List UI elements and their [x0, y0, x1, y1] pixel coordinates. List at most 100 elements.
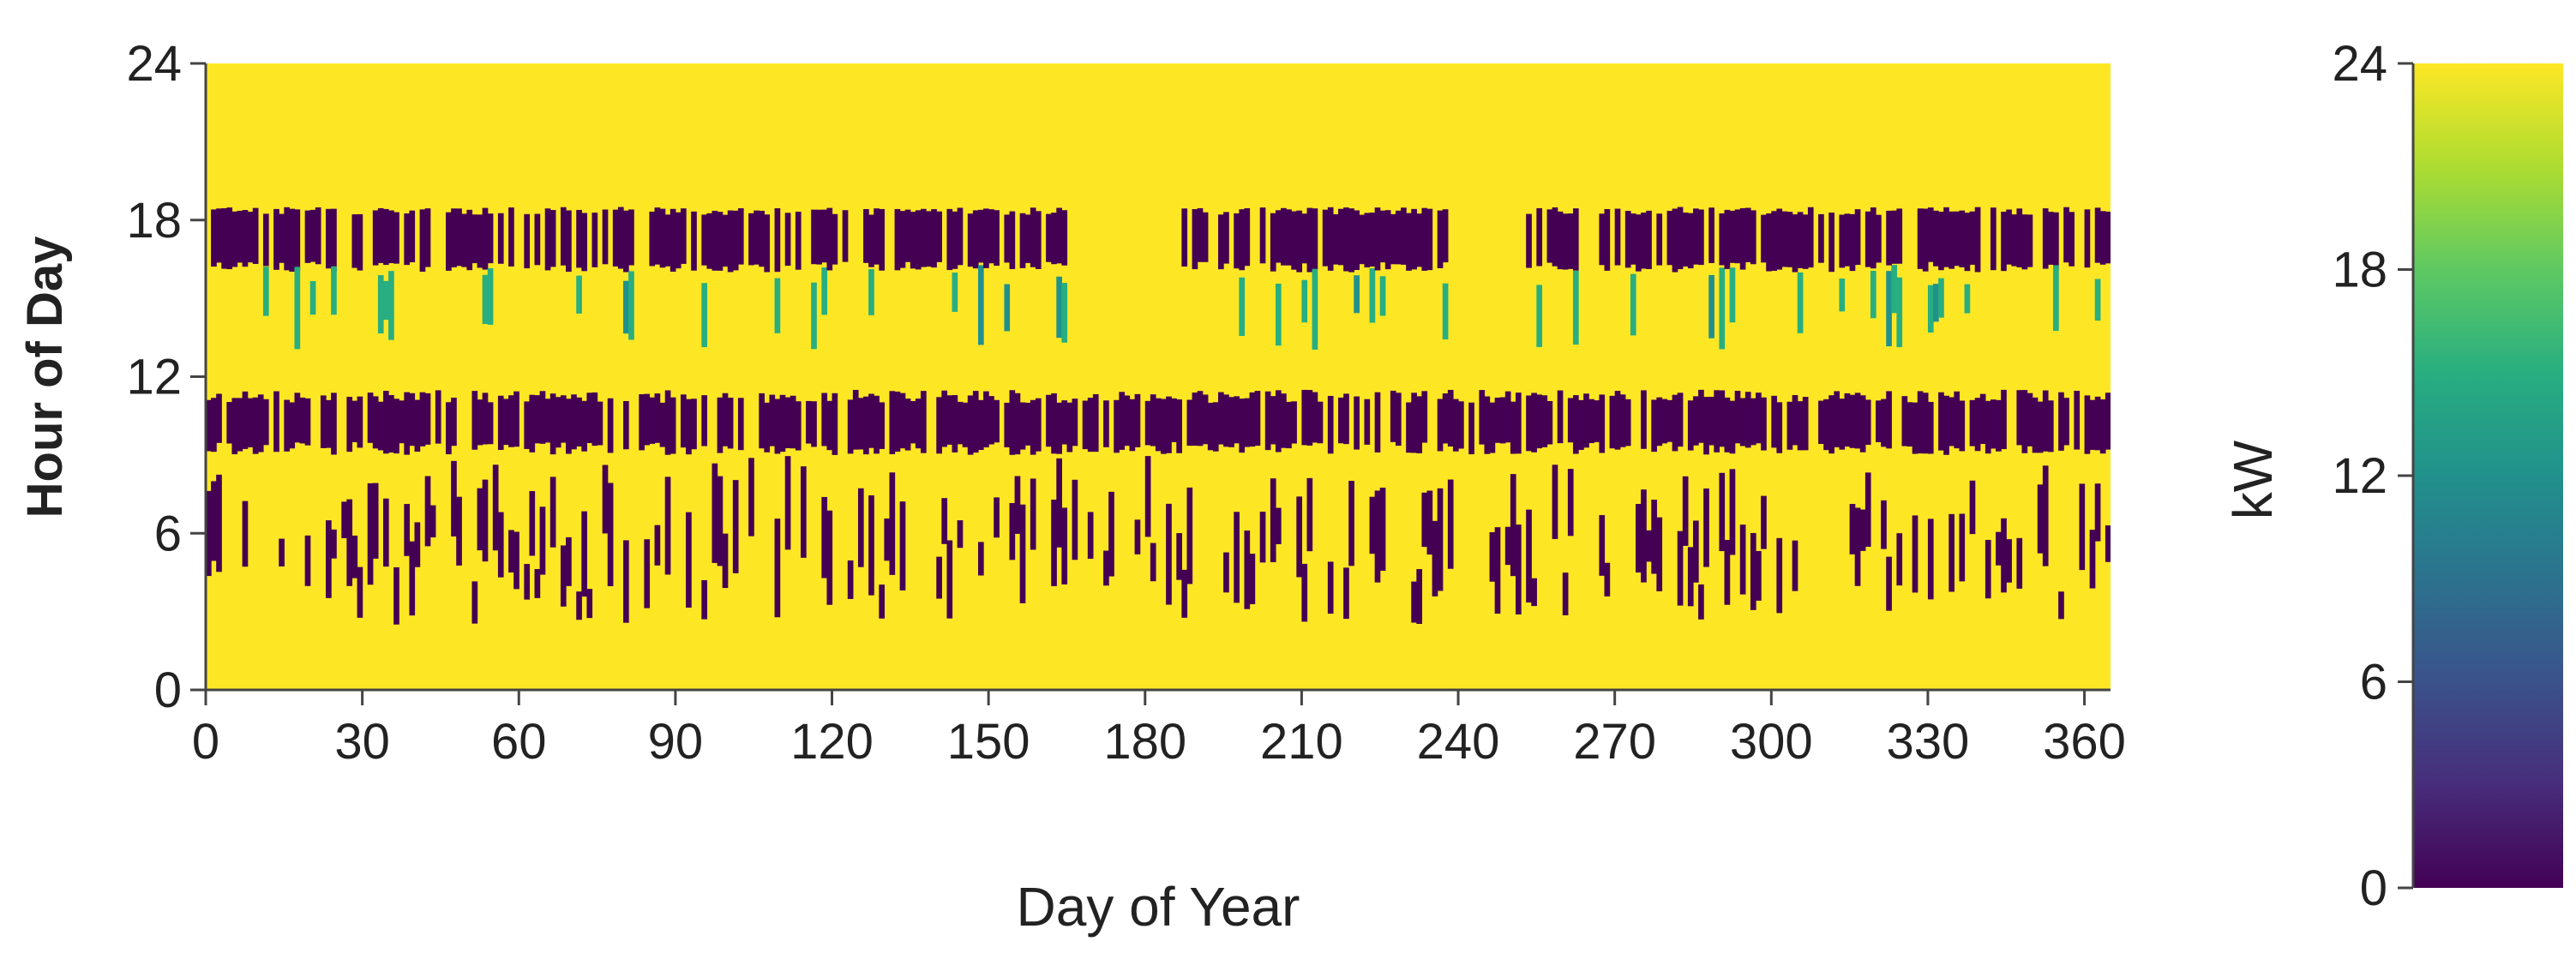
- heatmap-cell: [972, 391, 979, 453]
- heatmap-cell: [1374, 490, 1381, 583]
- heatmap-cell: [1327, 395, 1334, 454]
- heatmap-cell: [1750, 398, 1756, 446]
- heatmap-cell: [257, 394, 264, 453]
- heatmap-cell: [1223, 212, 1229, 264]
- heatmap-cell: [1024, 214, 1031, 263]
- heatmap-cell: [1990, 399, 1997, 449]
- heatmap-cell: [1197, 391, 1204, 447]
- heatmap-cell: [294, 209, 301, 272]
- heatmap-cell: [759, 210, 765, 267]
- heatmap-cell: [1004, 214, 1011, 263]
- heatmap-cell: [889, 472, 896, 575]
- heatmap-cell: [1583, 393, 1589, 448]
- heatmap-cell: [216, 474, 222, 572]
- heatmap-cell: [977, 265, 984, 345]
- heatmap-cell: [1844, 213, 1851, 267]
- heatmap-cell: [591, 213, 598, 267]
- heatmap-cell: [712, 210, 718, 271]
- heatmap-cell: [1296, 496, 1303, 578]
- heatmap-cell: [1526, 509, 1532, 603]
- heatmap-cell: [1927, 401, 1934, 454]
- heatmap-cell: [304, 535, 311, 586]
- heatmap-cell: [1432, 520, 1438, 596]
- heatmap-cell: [1254, 391, 1261, 447]
- heatmap-cell: [1959, 513, 1966, 582]
- heatmap-cell: [2042, 390, 2049, 452]
- heatmap-cell: [414, 522, 421, 567]
- heatmap-cell: [524, 564, 531, 600]
- heatmap-cell: [1291, 211, 1297, 270]
- heatmap-cell: [1698, 209, 1704, 266]
- heatmap-cell: [977, 399, 984, 451]
- heatmap-cell: [936, 211, 942, 262]
- heatmap-cell: [1275, 283, 1282, 346]
- heatmap-cell: [1426, 208, 1433, 271]
- heatmap-cell: [1332, 213, 1339, 265]
- heatmap-cell: [1384, 210, 1391, 270]
- heatmap-cell: [857, 398, 864, 450]
- heatmap-cell: [1202, 394, 1209, 445]
- heatmap-cell: [2094, 279, 2101, 321]
- heatmap-cell: [2021, 390, 2028, 453]
- heatmap-cell: [899, 393, 906, 449]
- heatmap-cell: [211, 481, 217, 561]
- heatmap-cell: [1943, 395, 1949, 455]
- heatmap-cell: [659, 208, 666, 268]
- heatmap-cell: [1338, 397, 1344, 444]
- heatmap-cell: [393, 566, 399, 625]
- heatmap-cell: [602, 465, 609, 534]
- heatmap-cell: [1854, 507, 1861, 586]
- heatmap-cell: [2053, 212, 2059, 269]
- heatmap-cell: [1176, 533, 1182, 580]
- heatmap-cell: [889, 391, 896, 454]
- heatmap-cell: [294, 267, 301, 350]
- heatmap-cell: [879, 584, 885, 619]
- heatmap-cell: [1338, 208, 1344, 266]
- heatmap-cell: [2042, 208, 2049, 269]
- heatmap-cell: [471, 214, 478, 264]
- heatmap-cell: [576, 209, 582, 268]
- heatmap-cell: [1249, 392, 1256, 447]
- heatmap-cell: [1692, 520, 1699, 583]
- heatmap-cell: [524, 401, 531, 449]
- heatmap-cell: [1739, 398, 1746, 447]
- heatmap-cell: [309, 281, 316, 315]
- heatmap-cell: [1708, 207, 1714, 263]
- heatmap-cell: [482, 393, 489, 445]
- heatmap-cell: [1771, 211, 1777, 271]
- heatmap-cell: [1510, 401, 1516, 454]
- heatmap-cell: [790, 395, 796, 449]
- heatmap-cell: [868, 494, 874, 596]
- heatmap-cell: [1969, 399, 1976, 447]
- heatmap-cell: [461, 213, 467, 267]
- heatmap-cell: [1974, 398, 1981, 452]
- heatmap-cell: [1724, 397, 1731, 453]
- heatmap-cell: [639, 393, 645, 451]
- heatmap-cell: [2084, 395, 2091, 454]
- heatmap-cell: [832, 213, 838, 265]
- heatmap-cell: [874, 395, 880, 454]
- heatmap-cell: [977, 542, 984, 576]
- heatmap-cell: [623, 400, 629, 450]
- heatmap-cell: [1849, 213, 1856, 272]
- heatmap-cell: [1750, 532, 1756, 610]
- heatmap-cell: [1218, 392, 1224, 445]
- heatmap-cell: [1682, 213, 1689, 267]
- heatmap-cell: [1212, 402, 1219, 452]
- heatmap-cell: [686, 399, 692, 455]
- heatmap-cell: [377, 207, 384, 263]
- heatmap-cell: [946, 540, 953, 619]
- heatmap-cell: [774, 208, 781, 273]
- heatmap-cell: [508, 530, 514, 572]
- y-tick-label: 18: [126, 193, 182, 249]
- heatmap-cell: [1572, 270, 1579, 345]
- heatmap-cell: [1912, 515, 1918, 593]
- heatmap-cell: [701, 214, 708, 266]
- heatmap-cell: [1202, 212, 1209, 262]
- heatmap-cell: [1557, 390, 1564, 444]
- x-tick-label: 90: [648, 714, 704, 770]
- heatmap-cell: [962, 402, 969, 447]
- heatmap-cell: [784, 456, 791, 550]
- heatmap-cell: [1828, 395, 1834, 454]
- heatmap-cell: [1599, 213, 1606, 266]
